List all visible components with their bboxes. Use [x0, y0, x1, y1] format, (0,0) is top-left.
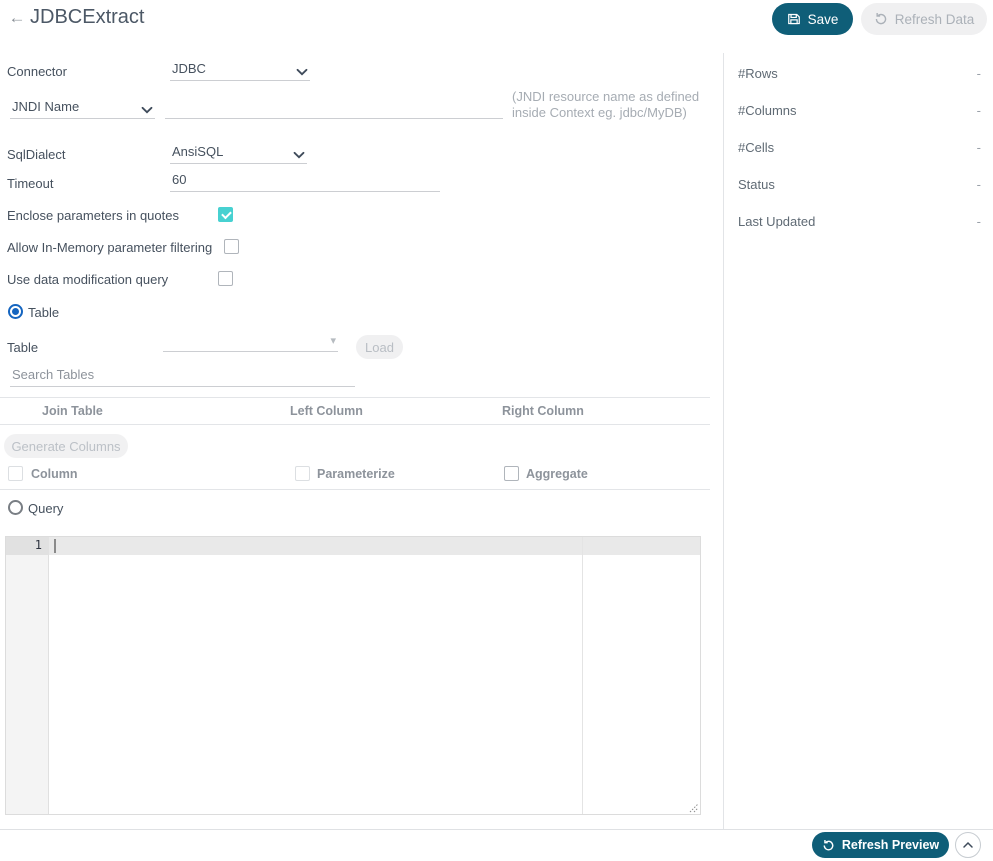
divider: [0, 489, 710, 490]
line-number: 1: [34, 538, 42, 552]
refresh-data-label: Refresh Data: [894, 11, 975, 27]
gutter-active-line: [6, 537, 49, 555]
columns-stat-label: #Columns: [738, 103, 797, 118]
parameterize-checkbox[interactable]: [295, 466, 310, 481]
query-radio-label: Query: [28, 501, 64, 516]
query-radio[interactable]: [8, 500, 23, 515]
chevron-up-icon: [962, 841, 974, 849]
active-line-highlight: [6, 537, 700, 555]
chevron-down-icon: [296, 68, 308, 76]
rows-stat-label: #Rows: [738, 66, 778, 81]
columns-stat-value: -: [976, 103, 981, 118]
page-title: JDBCExtract: [30, 6, 145, 28]
collapse-button[interactable]: [955, 832, 981, 858]
query-code-editor[interactable]: 1: [5, 536, 701, 815]
aggregate-checkbox[interactable]: [504, 466, 519, 481]
back-icon[interactable]: ←: [8, 8, 26, 27]
resize-handle-icon[interactable]: [686, 800, 699, 813]
enclose-parameters-checkbox[interactable]: [218, 207, 233, 222]
footer-divider: [0, 829, 993, 830]
text-cursor: [54, 539, 56, 553]
connector-value: JDBC: [172, 61, 206, 76]
search-tables-input[interactable]: [12, 367, 353, 382]
jndi-name-value: JNDI Name: [12, 99, 80, 114]
generate-columns-button[interactable]: Generate Columns: [4, 434, 128, 458]
last-updated-stat-value: -: [976, 214, 981, 229]
editor-gutter: 1: [6, 537, 49, 814]
parameterize-header: Parameterize: [317, 467, 395, 481]
sql-dialect-label: SqlDialect: [7, 147, 66, 162]
in-memory-filtering-checkbox[interactable]: [224, 239, 239, 254]
save-button-label: Save: [807, 11, 839, 27]
in-memory-filtering-label: Allow In-Memory parameter filtering: [7, 240, 213, 255]
timeout-label: Timeout: [7, 176, 54, 191]
refresh-preview-button[interactable]: Refresh Preview: [812, 832, 949, 858]
search-tables-wrap: [10, 367, 355, 387]
save-button[interactable]: Save: [772, 3, 853, 35]
status-stat-value: -: [976, 177, 981, 192]
column-header: Column: [31, 467, 78, 481]
table-field-label: Table: [7, 340, 39, 355]
chevron-down-icon: [141, 106, 153, 114]
refresh-icon: [822, 839, 835, 852]
dropdown-arrow-icon: ▾: [330, 335, 336, 347]
right-column-header: Right Column: [502, 404, 584, 418]
refresh-preview-label: Refresh Preview: [841, 838, 940, 852]
cells-stat-label: #Cells: [738, 140, 775, 155]
refresh-icon: [874, 12, 888, 26]
join-table-header: Join Table: [42, 404, 103, 418]
sql-dialect-select[interactable]: AnsiSQL: [170, 144, 307, 164]
connector-select[interactable]: JDBC: [170, 61, 310, 81]
aggregate-header: Aggregate: [526, 467, 588, 481]
table-radio-label: Table: [28, 305, 60, 320]
divider: [0, 397, 710, 398]
divider: [0, 424, 710, 425]
rows-stat-value: -: [976, 66, 981, 81]
column-select-all-checkbox[interactable]: [8, 466, 23, 481]
table-radio[interactable]: [8, 304, 23, 319]
sidebar-divider: [723, 53, 724, 829]
refresh-data-button[interactable]: Refresh Data: [861, 3, 987, 35]
last-updated-stat-label: Last Updated: [738, 214, 816, 229]
jndi-hint: (JNDI resource name as defined inside Co…: [512, 89, 700, 120]
data-modification-checkbox[interactable]: [218, 271, 233, 286]
left-column-header: Left Column: [290, 404, 363, 418]
timeout-input[interactable]: [172, 172, 438, 187]
status-stat-label: Status: [738, 177, 775, 192]
jndi-name-select[interactable]: JNDI Name: [10, 99, 155, 119]
editor-ruler-line: [582, 537, 583, 814]
save-icon: [787, 12, 801, 26]
cells-stat-value: -: [976, 140, 981, 155]
chevron-down-icon: [293, 151, 305, 159]
table-select[interactable]: ▾: [163, 336, 338, 352]
sql-dialect-value: AnsiSQL: [172, 144, 224, 159]
enclose-parameters-label: Enclose parameters in quotes: [7, 208, 179, 223]
load-button[interactable]: Load: [356, 335, 403, 359]
connector-label: Connector: [7, 64, 67, 79]
timeout-field-wrap: [170, 172, 440, 192]
jndi-name-input[interactable]: [167, 99, 501, 114]
jndi-name-input-wrap: [165, 99, 503, 119]
data-modification-label: Use data modification query: [7, 272, 169, 287]
